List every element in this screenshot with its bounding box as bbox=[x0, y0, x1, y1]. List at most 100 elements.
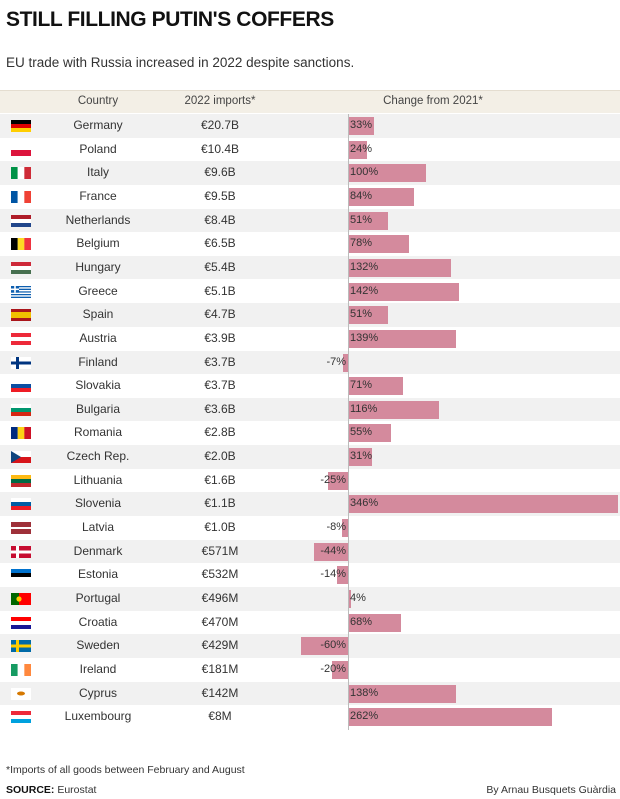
table-row: Czech Rep. €2.0B 31% bbox=[0, 445, 620, 469]
imports-value: €9.5B bbox=[204, 188, 236, 203]
table-row: Cyprus €142M 138% bbox=[0, 681, 620, 706]
table-row: Lithuania €1.6B -25% bbox=[0, 468, 620, 493]
bar-label: 68% bbox=[350, 615, 373, 628]
bar-label: 31% bbox=[350, 450, 373, 463]
country-name: Sweden bbox=[76, 638, 120, 653]
table-row: France €9.5B 84% bbox=[0, 184, 620, 209]
imports-value: €8.4B bbox=[204, 212, 236, 227]
imports-value: €9.6B bbox=[204, 165, 236, 180]
bar-croatia bbox=[348, 613, 402, 632]
bar-hungary bbox=[348, 258, 451, 277]
bar-label: 262% bbox=[350, 710, 379, 723]
country-name: Lithuania bbox=[73, 472, 123, 487]
bar-label: 78% bbox=[350, 237, 373, 250]
bar-poland bbox=[348, 140, 367, 159]
bar-latvia bbox=[341, 519, 348, 538]
bar-label: 132% bbox=[350, 260, 379, 273]
bar-estonia bbox=[337, 566, 348, 585]
column-header-change: Change from 2021* bbox=[383, 95, 483, 107]
bar-label: 51% bbox=[350, 308, 373, 321]
country-name: Slovenia bbox=[74, 496, 122, 511]
bar-slovenia bbox=[348, 495, 618, 514]
flag-italy-icon bbox=[11, 167, 31, 180]
table-row: Netherlands €8.4B 51% bbox=[0, 208, 620, 233]
bar-label: 24% bbox=[350, 142, 373, 155]
bar-label: 51% bbox=[350, 213, 373, 226]
imports-value: €496M bbox=[201, 591, 239, 605]
imports-value: €3.7B bbox=[204, 378, 236, 393]
table-row: Belgium €6.5B 78% bbox=[0, 232, 620, 256]
table-row: Germany €20.7B 33% bbox=[0, 114, 620, 138]
flag-austria-icon bbox=[11, 332, 31, 345]
source-label: SOURCE: bbox=[6, 784, 55, 796]
country-name: Denmark bbox=[73, 543, 123, 558]
flag-portugal-icon bbox=[11, 593, 31, 605]
country-name: Cyprus bbox=[78, 685, 117, 700]
table-row: Croatia €470M 68% bbox=[0, 610, 620, 635]
bar-luxembourg bbox=[348, 708, 553, 727]
flag-croatia-icon bbox=[11, 616, 31, 629]
bar-denmark bbox=[313, 542, 348, 561]
table-row: Austria €3.9B 139% bbox=[0, 326, 620, 351]
country-name: Spain bbox=[82, 307, 114, 322]
bar-lithuania bbox=[328, 471, 348, 490]
imports-value: €6.5B bbox=[204, 236, 236, 251]
table-row: Greece €5.1B 142% bbox=[0, 279, 620, 304]
imports-value: €3.6B bbox=[204, 401, 236, 416]
flag-estonia-icon bbox=[11, 569, 31, 582]
bar-label: -44% bbox=[320, 544, 346, 557]
imports-value: €142M bbox=[201, 685, 239, 700]
bar-greece bbox=[348, 282, 459, 301]
bar-austria bbox=[348, 329, 457, 348]
country-name: Croatia bbox=[78, 614, 118, 629]
flag-ireland-icon bbox=[11, 663, 31, 676]
imports-value: €181M bbox=[201, 661, 239, 676]
imports-value: €8M bbox=[208, 709, 232, 724]
bar-label: 346% bbox=[350, 497, 379, 510]
country-name: Poland bbox=[79, 141, 117, 156]
bar-label: 84% bbox=[350, 189, 373, 202]
country-name: Italy bbox=[86, 165, 109, 180]
bar-ireland bbox=[332, 660, 348, 679]
bar-label: 116% bbox=[350, 402, 378, 415]
bar-belgium bbox=[348, 235, 409, 254]
byline: By Arnau Busquets Guàrdia bbox=[486, 784, 616, 796]
flag-luxembourg-icon bbox=[11, 711, 31, 724]
bar-romania bbox=[348, 424, 391, 443]
table-row: Estonia €532M -14% bbox=[0, 563, 620, 587]
flag-germany-icon bbox=[11, 120, 31, 132]
flag-france-icon bbox=[11, 190, 31, 203]
flag-slovenia-icon bbox=[11, 498, 31, 511]
imports-value: €5.1B bbox=[204, 283, 236, 298]
table-row: Sweden €429M -60% bbox=[0, 634, 620, 658]
country-name: Bulgaria bbox=[75, 401, 121, 416]
source-value: Eurostat bbox=[57, 784, 97, 796]
imports-value: €470M bbox=[201, 614, 239, 629]
bar-label: -7% bbox=[326, 355, 346, 368]
flag-hungary-icon bbox=[11, 261, 31, 274]
table-row: Luxembourg €8M 262% bbox=[0, 705, 620, 729]
imports-value: €20.7B bbox=[200, 118, 240, 132]
table-row: Ireland €181M -20% bbox=[0, 657, 620, 682]
flag-bulgaria-icon bbox=[11, 403, 31, 416]
country-name: Ireland bbox=[79, 661, 117, 676]
flag-spain-icon bbox=[11, 309, 31, 322]
country-name: Luxembourg bbox=[64, 709, 132, 724]
country-name: Finland bbox=[78, 354, 118, 369]
country-name: Austria bbox=[79, 330, 117, 345]
bar-france bbox=[348, 187, 414, 206]
flag-netherlands-icon bbox=[11, 214, 31, 227]
column-header-country: Country bbox=[77, 95, 119, 107]
chart-subtitle: EU trade with Russia increased in 2022 d… bbox=[6, 55, 355, 70]
imports-value: €1.6B bbox=[204, 472, 236, 487]
bar-netherlands bbox=[348, 211, 388, 230]
country-name: Czech Rep. bbox=[66, 449, 130, 464]
table-header: Country 2022 imports* Change from 2021* bbox=[0, 90, 620, 113]
table-row: Slovenia €1.1B 346% bbox=[0, 492, 620, 516]
table-row: Hungary €5.4B 132% bbox=[0, 255, 620, 280]
bar-label: 139% bbox=[350, 331, 379, 344]
bar-label: 71% bbox=[350, 379, 373, 392]
bar-label: -20% bbox=[320, 662, 346, 675]
bar-label: -14% bbox=[320, 568, 346, 581]
bar-label: 100% bbox=[350, 166, 379, 179]
